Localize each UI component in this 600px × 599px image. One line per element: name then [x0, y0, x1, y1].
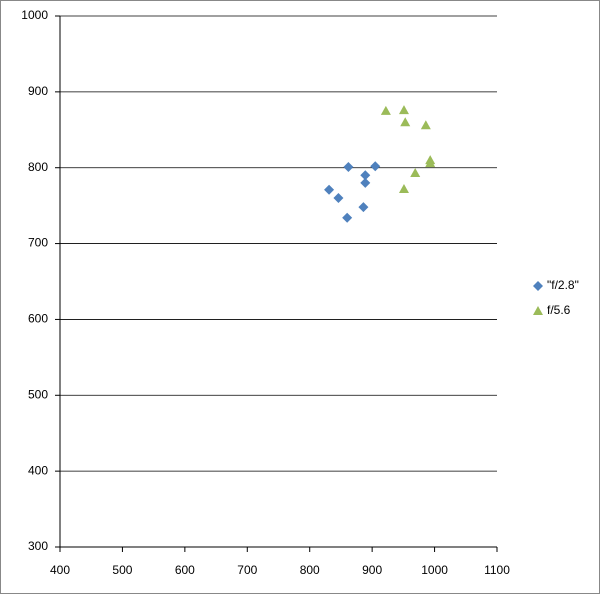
y-tick-label: 1000: [21, 8, 48, 22]
y-tick-label: 400: [28, 463, 48, 477]
x-tick-label: 900: [362, 563, 382, 577]
legend-label: "f/2.8": [547, 278, 579, 292]
point: [380, 105, 391, 115]
x-tick-label: 700: [237, 563, 257, 577]
point: [324, 184, 335, 195]
point: [342, 212, 353, 223]
x-tick-label: 1100: [484, 563, 510, 577]
x-tick-label: 800: [300, 563, 320, 577]
x-tick-label: 500: [112, 563, 132, 577]
point: [425, 158, 436, 168]
point: [358, 202, 369, 213]
y-tick-label: 800: [28, 160, 48, 174]
legend-marker: [533, 281, 543, 291]
y-tick-label: 500: [28, 387, 48, 401]
y-tick-label: 600: [28, 312, 48, 326]
legend-label: f/5.6: [547, 303, 571, 317]
point: [360, 177, 371, 188]
point: [398, 183, 409, 193]
x-tick-label: 600: [175, 563, 195, 577]
legend-marker: [533, 306, 543, 315]
point: [343, 161, 354, 172]
point: [410, 168, 421, 178]
point: [420, 120, 431, 130]
x-tick-label: 400: [50, 563, 70, 577]
y-tick-label: 300: [28, 539, 48, 553]
point: [398, 105, 409, 115]
y-tick-label: 700: [28, 236, 48, 250]
x-tick-label: 1000: [421, 563, 448, 577]
point: [333, 193, 344, 204]
point: [360, 170, 371, 181]
point: [370, 161, 381, 172]
y-tick-label: 900: [28, 84, 48, 98]
point: [400, 117, 411, 127]
